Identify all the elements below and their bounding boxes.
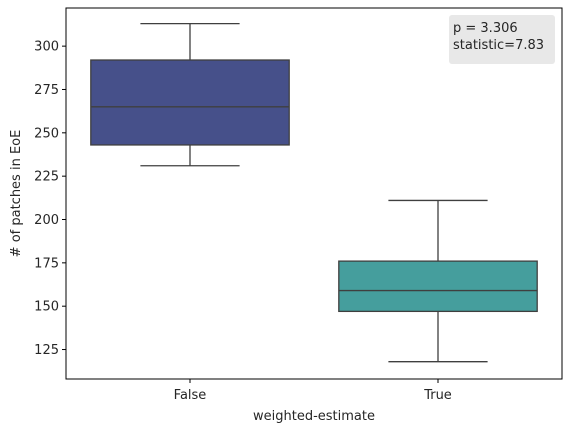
y-tick-label: 150 xyxy=(34,300,59,315)
y-tick-label: 175 xyxy=(34,256,59,271)
box-false xyxy=(90,22,290,167)
y-tick-label: 275 xyxy=(34,83,59,98)
y-tick-label: 250 xyxy=(34,126,59,141)
stats-annotation: p = 3.306 statistic=7.83 xyxy=(449,15,555,64)
x-axis-label: weighted-estimate xyxy=(253,409,375,424)
x-tick-label: False xyxy=(174,388,207,403)
annotation-p-value: p = 3.306 xyxy=(453,21,518,36)
y-tick-label: 300 xyxy=(34,40,59,55)
y-tick-label: 200 xyxy=(34,213,59,228)
plot-area xyxy=(90,22,538,363)
interquartile-box xyxy=(90,59,290,146)
y-tick-label: 225 xyxy=(34,170,59,185)
axes-frame xyxy=(65,7,563,380)
y-tick-label: 125 xyxy=(34,343,59,358)
x-axis: False True xyxy=(174,379,452,403)
annotation-background xyxy=(449,15,555,64)
y-axis: 125 150 175 200 225 250 275 300 xyxy=(34,40,66,358)
interquartile-box xyxy=(338,260,538,313)
annotation-statistic: statistic=7.83 xyxy=(453,38,544,53)
x-tick-label: True xyxy=(423,388,452,403)
y-axis-label: # of patches in EoE xyxy=(9,130,24,258)
box-true xyxy=(338,199,538,363)
